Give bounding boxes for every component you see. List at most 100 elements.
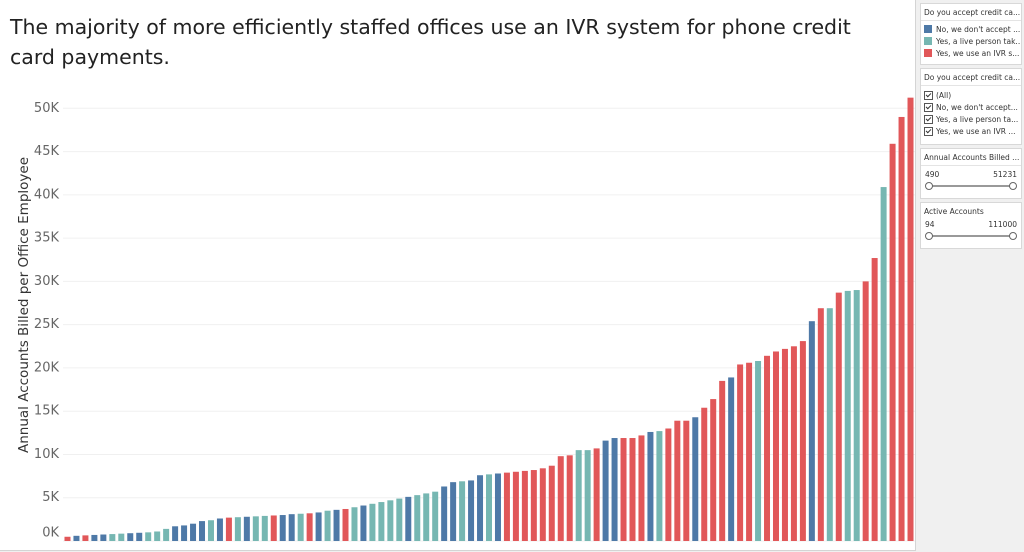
- filter-option[interactable]: Yes, a live person ta...: [921, 113, 1021, 125]
- y-axis-title: Annual Accounts Billed per Office Employ…: [16, 157, 32, 453]
- y-tick-label: 15K: [34, 404, 60, 419]
- y-tick-label: 20K: [34, 360, 60, 375]
- bar: [638, 435, 645, 541]
- bar: [799, 341, 806, 541]
- bar: [64, 536, 71, 541]
- bar: [512, 471, 519, 541]
- bar: [261, 515, 268, 541]
- bar: [737, 364, 744, 541]
- bar: [100, 534, 107, 541]
- bar: [109, 534, 116, 541]
- y-tick-label: 35K: [34, 231, 60, 246]
- bar: [351, 507, 358, 541]
- bar: [207, 520, 214, 541]
- bar: [118, 533, 125, 541]
- legend-item[interactable]: No, we don't accept ...: [921, 23, 1021, 35]
- bar: [315, 512, 322, 541]
- bar: [844, 290, 851, 541]
- chart-title: The majority of more efficiently staffed…: [10, 15, 851, 69]
- bar: [405, 496, 412, 541]
- slider-title: Annual Accounts Billed ...: [921, 149, 1021, 166]
- y-tick-label: 40K: [34, 187, 60, 202]
- filter-label: No, we don't accept...: [936, 102, 1018, 112]
- bar: [477, 475, 484, 541]
- bar: [279, 515, 286, 541]
- bar: [611, 438, 618, 541]
- bar: [423, 493, 430, 541]
- bar: [880, 187, 887, 542]
- y-tick-label: 45K: [34, 144, 60, 159]
- bar: [441, 486, 448, 541]
- bar: [539, 468, 546, 541]
- slider[interactable]: [925, 229, 1017, 241]
- bar: [683, 420, 690, 541]
- bar: [459, 481, 466, 541]
- bar: [620, 438, 627, 541]
- bar: [378, 502, 385, 541]
- filter-label: Yes, we use an IVR ...: [936, 126, 1016, 136]
- checkbox[interactable]: [924, 90, 933, 100]
- bar: [396, 498, 403, 541]
- bar: [871, 258, 878, 541]
- bar: [665, 428, 672, 541]
- bar: [172, 526, 179, 541]
- bar: [593, 448, 600, 541]
- filter-card: Do you accept credit ca... (All) No, we d…: [920, 68, 1022, 145]
- bar: [387, 500, 394, 541]
- legend-swatch: [924, 37, 932, 45]
- slider[interactable]: [925, 179, 1017, 191]
- bar: [216, 518, 223, 541]
- filter-option[interactable]: (All): [921, 89, 1021, 101]
- bar: [907, 97, 914, 541]
- bar: [494, 473, 501, 541]
- legend-item[interactable]: Yes, a live person tak...: [921, 35, 1021, 47]
- bar: [530, 470, 537, 541]
- bar: [199, 521, 206, 541]
- bar: [853, 290, 860, 541]
- bar: [710, 399, 717, 541]
- y-tick-label: 0K: [42, 526, 59, 541]
- filter-label: (All): [936, 90, 952, 100]
- y-tick-label: 10K: [34, 447, 60, 462]
- bar: [575, 450, 582, 541]
- bar: [450, 482, 457, 541]
- chart-panel: Annual Accounts Billed per Office Employ…: [0, 0, 916, 551]
- bar: [82, 535, 89, 541]
- bar: [127, 533, 134, 541]
- bar: [746, 362, 753, 541]
- bar: [342, 508, 349, 541]
- bar: [252, 516, 259, 541]
- bar: [486, 474, 492, 541]
- slider-min: 94: [925, 220, 935, 229]
- legend-item[interactable]: Yes, we use an IVR s...: [921, 47, 1021, 59]
- bar: [548, 465, 555, 541]
- bar: [817, 308, 824, 541]
- bar: [755, 361, 762, 541]
- y-tick-label: 50K: [34, 101, 60, 116]
- bar: [369, 503, 376, 541]
- filter-option[interactable]: No, we don't accept...: [921, 101, 1021, 113]
- checkbox[interactable]: [924, 126, 933, 136]
- bar: [835, 292, 842, 541]
- legend-label: Yes, we use an IVR s...: [936, 48, 1020, 58]
- bar: [234, 517, 241, 541]
- bar: [181, 525, 188, 541]
- y-tick-label: 5K: [42, 490, 59, 505]
- bar: [154, 531, 161, 541]
- checkbox[interactable]: [924, 102, 933, 112]
- filter-option[interactable]: Yes, we use an IVR ...: [921, 125, 1021, 137]
- legend: Do you accept credit ca... No, we don't …: [920, 3, 1022, 65]
- bar: [270, 515, 277, 541]
- bar: [503, 472, 510, 541]
- bar: [629, 438, 636, 541]
- bar: [889, 143, 896, 542]
- bar: [190, 523, 197, 541]
- slider-max: 51231: [993, 170, 1017, 179]
- bar: [701, 407, 708, 541]
- bar: [862, 281, 869, 541]
- bar: [333, 509, 340, 541]
- checkbox[interactable]: [924, 114, 933, 124]
- legend-swatch: [924, 25, 932, 33]
- bar: [414, 495, 421, 541]
- bar: [602, 440, 609, 541]
